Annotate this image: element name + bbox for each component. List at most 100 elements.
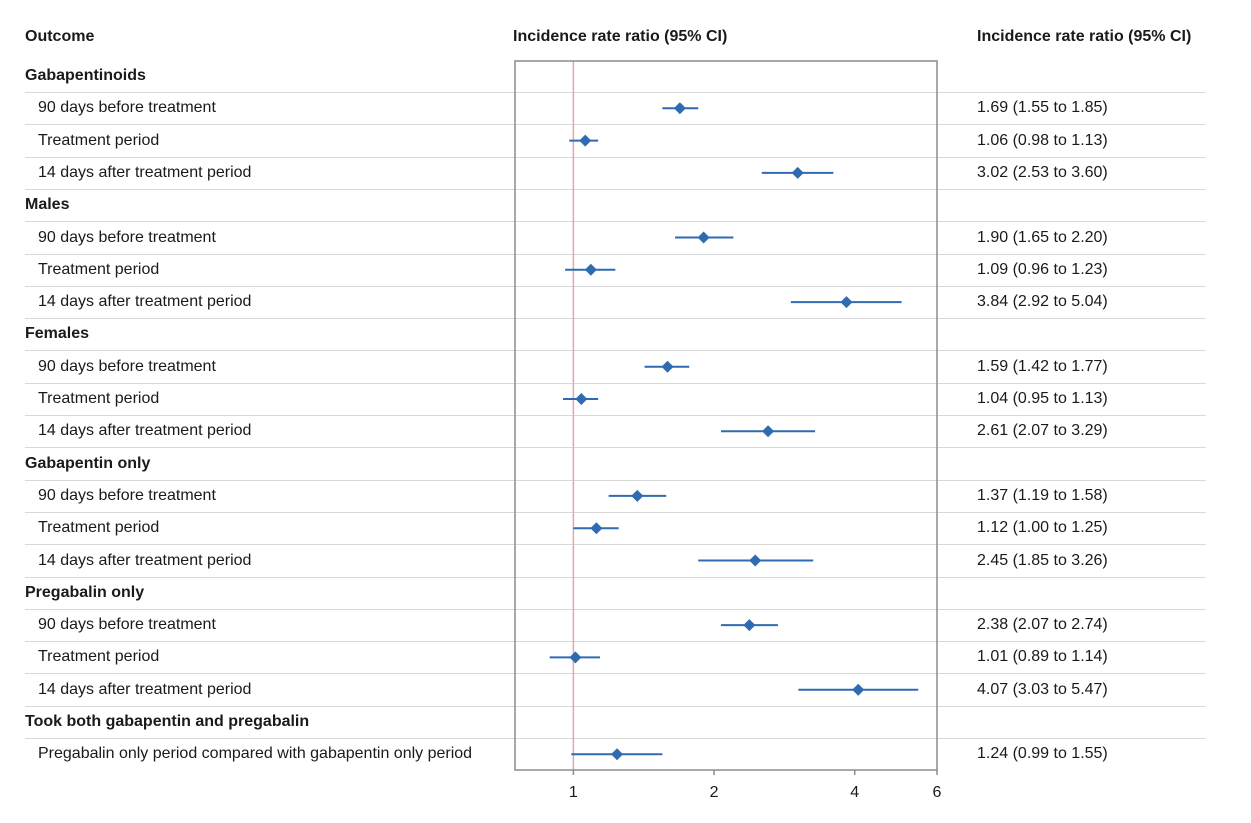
estimate-diamond <box>569 651 582 664</box>
ci-value: 1.06 (0.98 to 1.13) <box>977 131 1108 149</box>
row-divider <box>25 738 1206 739</box>
estimate-diamond <box>749 554 762 567</box>
outcome-label: 90 days before treatment <box>38 228 216 246</box>
group-row: Took both gabapentin and pregabalin <box>0 706 1251 738</box>
estimate-diamond <box>579 134 592 147</box>
row-divider <box>25 350 1206 351</box>
outcome-label: Pregabalin only period compared with gab… <box>38 745 473 763</box>
estimate-diamond <box>611 748 624 761</box>
row-divider <box>25 641 1206 642</box>
group-label: Took both gabapentin and pregabalin <box>25 713 310 730</box>
estimate-diamond <box>575 393 588 405</box>
row-divider <box>25 512 1206 513</box>
outcome-label: 14 days after treatment period <box>38 293 252 311</box>
group-label: Males <box>25 196 70 214</box>
table-row: 90 days before treatment 1.69 (1.55 to 1.… <box>0 92 1251 124</box>
plot-column-header: Incidence rate ratio (95% CI) <box>513 28 728 45</box>
estimate-diamond <box>743 619 756 632</box>
row-divider <box>25 415 1206 416</box>
estimate-diamond <box>852 683 865 696</box>
row-divider <box>25 221 1206 222</box>
table-row: 14 days after treatment period 2.61 (2.07… <box>0 415 1251 447</box>
group-label: Gabapentin only <box>25 454 151 472</box>
row-divider <box>25 480 1206 481</box>
table-row: 14 days after treatment period 4.07 (3.03… <box>0 674 1251 706</box>
row-divider <box>25 318 1206 319</box>
ci-value: 3.84 (2.92 to 5.04) <box>977 293 1108 311</box>
x-tick-label: 6 <box>933 784 942 801</box>
row-divider <box>25 544 1206 545</box>
row-divider <box>25 286 1206 287</box>
row-divider <box>25 383 1206 384</box>
estimate-diamond <box>661 360 674 373</box>
outcome-column-header: Outcome <box>25 28 95 45</box>
estimate-diamond <box>697 231 710 244</box>
estimate-diamond <box>762 425 775 438</box>
ci-value: 1.12 (1.00 to 1.25) <box>977 519 1108 537</box>
ci-value: 1.01 (0.89 to 1.14) <box>977 648 1108 666</box>
ci-value: 1.69 (1.55 to 1.85) <box>977 99 1108 117</box>
ci-value: 1.04 (0.95 to 1.13) <box>977 390 1108 407</box>
row-divider <box>25 673 1206 674</box>
table-row: 14 days after treatment period 3.02 (2.53… <box>0 157 1251 189</box>
estimate-diamond <box>791 166 804 179</box>
estimate-diamond <box>584 263 597 276</box>
group-label: Females <box>25 325 90 343</box>
group-row: Pregabalin only <box>0 577 1251 609</box>
outcome-label: 14 days after treatment period <box>38 422 252 440</box>
ci-value: 1.37 (1.19 to 1.58) <box>977 486 1108 504</box>
estimate-diamond <box>673 102 686 115</box>
ci-value: 2.61 (2.07 to 3.29) <box>977 422 1108 440</box>
table-row: Treatment period 1.12 (1.00 to 1.25) <box>0 512 1251 544</box>
ci-value: 1.09 (0.96 to 1.23) <box>977 260 1108 278</box>
outcome-label: 90 days before treatment <box>38 486 216 504</box>
estimate-diamond <box>631 489 644 502</box>
group-row: Gabapentinoids <box>0 60 1251 92</box>
ci-value: 1.90 (1.65 to 2.20) <box>977 228 1108 246</box>
group-row: Gabapentin only <box>0 448 1251 480</box>
outcome-label: Treatment period <box>38 260 160 278</box>
ci-value: 4.07 (3.03 to 5.47) <box>977 680 1108 698</box>
ci-value: 1.59 (1.42 to 1.77) <box>977 357 1108 375</box>
outcome-label: Treatment period <box>38 390 160 407</box>
outcome-label: 90 days before treatment <box>38 616 216 634</box>
x-tick-label: 4 <box>850 784 859 801</box>
outcome-label: 90 days before treatment <box>38 99 216 117</box>
row-divider <box>25 124 1206 125</box>
ci-value: 1.24 (0.99 to 1.55) <box>977 745 1108 763</box>
ci-value: 2.45 (1.85 to 3.26) <box>977 551 1108 569</box>
outcome-label: 14 days after treatment period <box>38 163 252 181</box>
table-row: 90 days before treatment 1.37 (1.19 to 1.… <box>0 480 1251 512</box>
x-tick-label: 2 <box>710 784 719 801</box>
group-row: Females <box>0 318 1251 350</box>
table-row: 14 days after treatment period 3.84 (2.92… <box>0 286 1251 318</box>
table-row: 90 days before treatment 1.90 (1.65 to 2.… <box>0 222 1251 254</box>
estimate-diamond <box>840 296 853 309</box>
group-label: Gabapentinoids <box>25 67 146 84</box>
row-divider <box>25 254 1206 255</box>
row-divider <box>25 577 1206 578</box>
outcome-label: 14 days after treatment period <box>38 551 252 569</box>
ci-column-header: Incidence rate ratio (95% CI) <box>977 28 1192 45</box>
outcome-label: Treatment period <box>38 131 160 149</box>
group-label: Pregabalin only <box>25 583 145 601</box>
outcome-label: 14 days after treatment period <box>38 680 252 698</box>
plot-frame <box>514 60 938 771</box>
row-divider <box>25 157 1206 158</box>
table-row: Treatment period 1.09 (0.96 to 1.23) <box>0 254 1251 286</box>
row-divider <box>25 92 1206 93</box>
table-row: Treatment period 1.04 (0.95 to 1.13) <box>0 383 1251 415</box>
table-row: 14 days after treatment period 2.45 (1.85… <box>0 545 1251 577</box>
table-row: 90 days before treatment 1.59 (1.42 to 1.… <box>0 351 1251 383</box>
outcome-label: 90 days before treatment <box>38 357 216 375</box>
outcome-label: Treatment period <box>38 519 160 537</box>
row-divider <box>25 189 1206 190</box>
ci-value: 3.02 (2.53 to 3.60) <box>977 163 1108 181</box>
row-divider <box>25 609 1206 610</box>
table-row: Treatment period 1.01 (0.89 to 1.14) <box>0 641 1251 673</box>
ci-value: 2.38 (2.07 to 2.74) <box>977 616 1108 634</box>
row-divider <box>25 706 1206 707</box>
estimate-diamond <box>590 522 603 535</box>
